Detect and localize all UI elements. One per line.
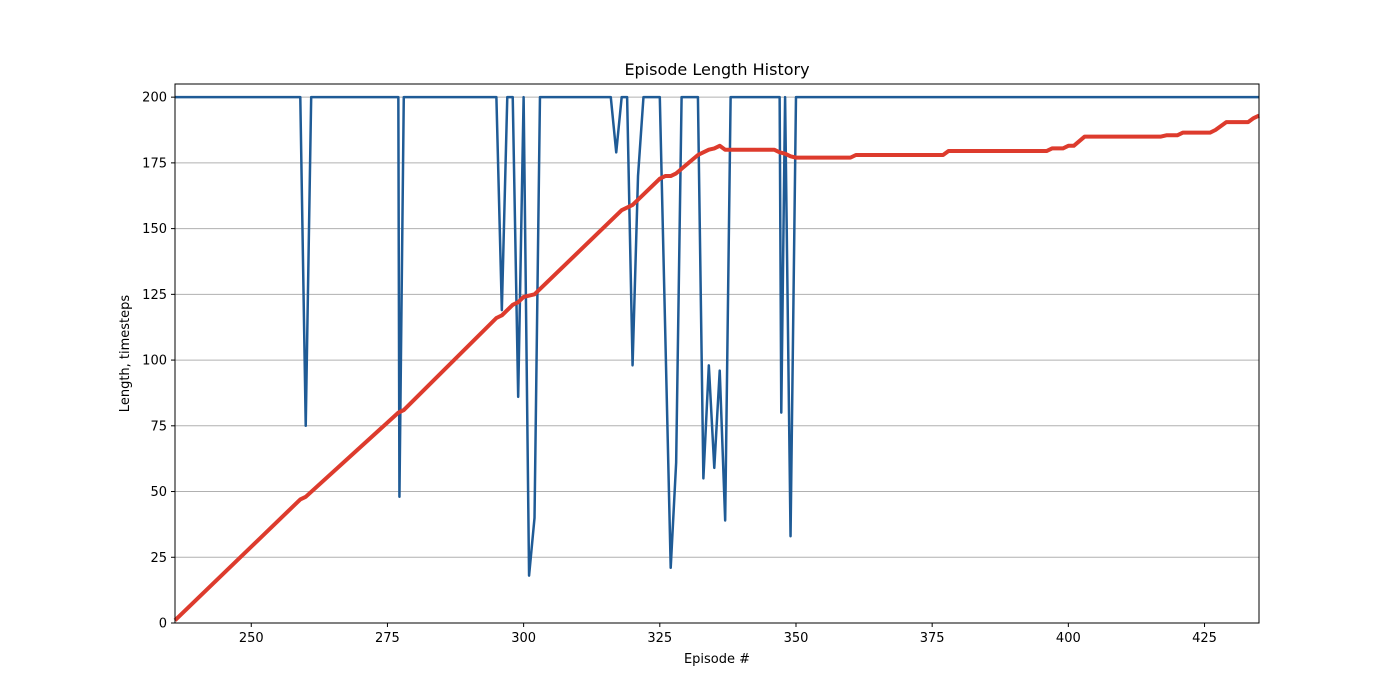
x-tick-label: 250 — [239, 631, 264, 646]
y-tick-label: 125 — [142, 288, 167, 303]
y-axis-ticks: 0 25 50 75 100 125 150 175 200 — [142, 91, 175, 632]
x-axis-ticks: 250 275 300 325 350 375 400 425 — [239, 623, 1217, 646]
y-axis-label: Length, timesteps — [118, 295, 133, 413]
y-tick-label: 25 — [150, 551, 167, 566]
x-tick-label: 425 — [1192, 631, 1217, 646]
y-tick-label: 200 — [142, 91, 167, 106]
y-tick-label: 175 — [142, 156, 167, 171]
x-axis-label: Episode # — [684, 652, 750, 667]
x-tick-label: 275 — [375, 631, 400, 646]
y-tick-label: 75 — [150, 419, 167, 434]
chart-title: Episode Length History — [624, 60, 809, 79]
y-tick-label: 0 — [159, 617, 167, 632]
x-tick-label: 400 — [1056, 631, 1081, 646]
series-line-1 — [175, 95, 1259, 577]
y-tick-label: 50 — [150, 485, 167, 500]
x-tick-label: 300 — [511, 631, 536, 646]
series-line-2 — [173, 113, 1260, 622]
series-layer — [173, 95, 1260, 622]
y-tick-label: 150 — [142, 222, 167, 237]
x-tick-label: 350 — [784, 631, 809, 646]
x-tick-label: 325 — [647, 631, 672, 646]
grid-lines — [175, 96, 1259, 624]
x-tick-label: 375 — [920, 631, 945, 646]
plot-frame — [174, 83, 1260, 624]
y-tick-label: 100 — [142, 354, 167, 369]
